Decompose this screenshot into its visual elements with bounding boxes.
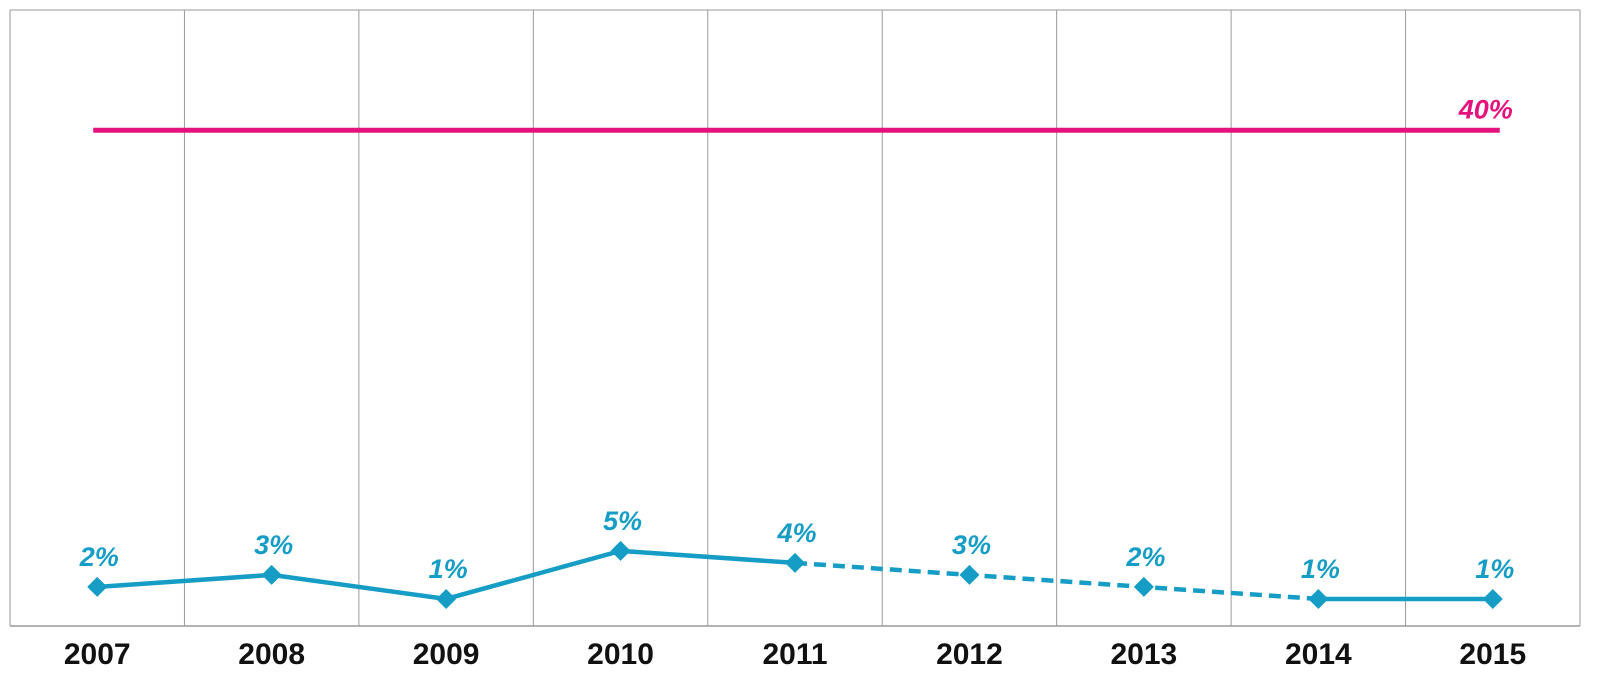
value-label: 3% [952, 530, 991, 560]
value-label: 3% [254, 530, 293, 560]
value-label: 2% [1125, 542, 1165, 572]
x-tick-label: 2010 [587, 638, 654, 671]
x-tick-label: 2014 [1285, 638, 1352, 671]
value-label: 5% [603, 506, 642, 536]
value-label: 2% [79, 542, 119, 572]
x-tick-label: 2008 [238, 638, 305, 671]
marker [1482, 588, 1503, 609]
marker [436, 588, 457, 609]
marker [87, 576, 108, 597]
value-label: 1% [1475, 554, 1514, 584]
x-tick-label: 2012 [936, 638, 1003, 671]
x-tick-label: 2009 [413, 638, 480, 671]
value-label: 4% [776, 518, 816, 548]
line-dashed [794, 560, 1319, 602]
x-tick-label: 2011 [762, 638, 827, 671]
x-tick-label: 2013 [1111, 638, 1178, 671]
value-label: 1% [429, 554, 468, 584]
x-tick-label: 2015 [1459, 638, 1526, 671]
marker [610, 540, 631, 561]
marker [261, 564, 282, 585]
marker [1308, 588, 1329, 609]
reference-label: 40% [1458, 94, 1513, 124]
marker [959, 564, 980, 585]
value-label: 1% [1301, 554, 1340, 584]
marker [1133, 576, 1154, 597]
x-tick-label: 2007 [64, 638, 131, 671]
marker [785, 552, 805, 573]
